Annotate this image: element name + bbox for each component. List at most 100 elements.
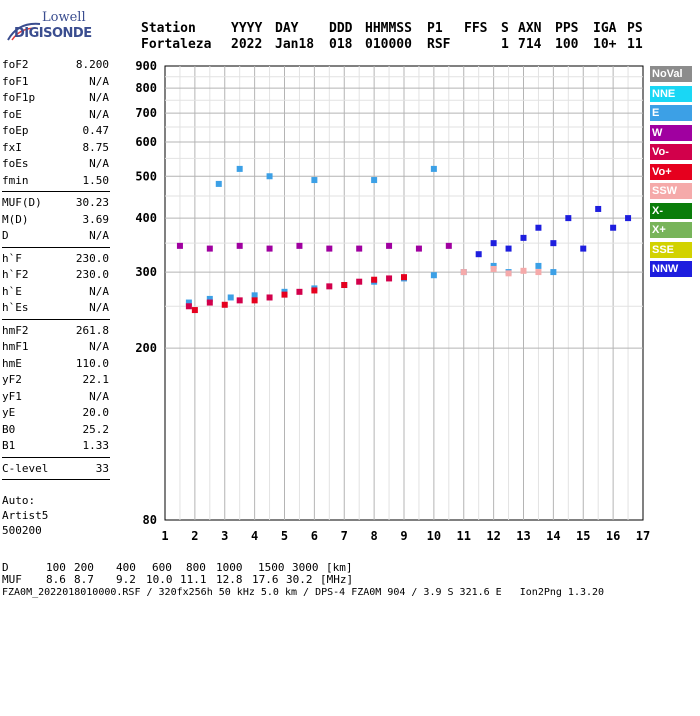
header-label-p1: P1	[427, 21, 443, 36]
x-tick-label: 15	[576, 529, 590, 543]
x-tick-label: 11	[457, 529, 471, 543]
footer-muf-label: MUF	[2, 573, 22, 586]
data-point	[565, 215, 572, 222]
param-value: 8.200	[75, 58, 109, 71]
param-row: M(D) 3.69	[2, 213, 109, 227]
data-point	[266, 245, 273, 252]
param-value: 1.50	[82, 173, 110, 187]
header-value-iga: 10+	[593, 37, 617, 52]
y-tick-label: 700	[135, 106, 157, 120]
header-value-day: Jan18	[275, 37, 315, 52]
x-tick-label: 14	[546, 529, 560, 543]
data-point	[430, 165, 437, 172]
param-name: fxI	[2, 140, 22, 154]
data-point	[326, 283, 333, 290]
legend-item: NNW	[650, 261, 692, 277]
param-row: fmin 1.50	[2, 174, 109, 188]
y-tick-label: 600	[135, 135, 157, 149]
header-values: Fortaleza 2022 Jan18 018 010000 RSF 1 71…	[141, 37, 643, 217]
x-tick-label: 7	[341, 529, 348, 543]
header-value-p1: RSF	[427, 37, 451, 52]
footer-muf-unit: [MHz]	[320, 573, 354, 586]
header-value-ps: 11	[627, 37, 643, 52]
legend-item: X+	[650, 222, 692, 238]
header-label-s: S	[501, 21, 509, 36]
data-point	[625, 215, 632, 222]
y-tick-label: 80	[143, 513, 157, 527]
param-row: foEp 0.47	[2, 124, 109, 138]
param-value: 110.0	[75, 356, 109, 370]
data-point	[386, 275, 393, 282]
param-row: foE N/A	[2, 108, 109, 122]
x-tick-label: 6	[311, 529, 318, 543]
data-point	[401, 274, 407, 281]
param-name: h`F	[2, 251, 22, 265]
param-name: foEp	[2, 124, 29, 137]
param-row: yE 20.0	[2, 406, 109, 420]
param-name: B0	[2, 422, 16, 436]
x-tick-label: 10	[427, 529, 441, 543]
x-tick-label: 4	[251, 529, 258, 543]
data-point	[236, 242, 243, 249]
param-value: 1.33	[82, 439, 110, 452]
param-row: h`Es N/A	[2, 301, 109, 315]
data-point	[206, 295, 213, 302]
header-value-ddd: 018	[329, 37, 353, 52]
footer-d-value: 100	[46, 561, 66, 574]
param-value: 20.0	[82, 406, 110, 419]
data-point	[296, 242, 303, 249]
param-row: hmE 110.0	[2, 357, 109, 371]
param-value: 0.47	[82, 124, 110, 137]
param-row: fxI 8.75	[2, 141, 109, 155]
data-point	[535, 269, 542, 276]
param-name: B1	[2, 439, 16, 452]
data-point	[475, 251, 482, 258]
footer-muf-value: 11.1	[180, 573, 207, 586]
param-name: MUF(D)	[2, 196, 42, 209]
legend-item: NoVal	[650, 66, 692, 82]
header-label-axn: AXN	[518, 21, 542, 36]
x-tick-label: 2	[191, 529, 198, 543]
logo-swoosh-icon	[7, 22, 41, 41]
data-point	[206, 299, 213, 306]
header-label-station: Station	[141, 21, 196, 36]
footer-muf-value: 9.2	[116, 573, 136, 586]
legend-item: X-	[650, 202, 692, 219]
param-name: D	[2, 229, 9, 242]
param-name: fmin	[2, 173, 29, 187]
data-point	[356, 245, 363, 252]
param-row: foF1p N/A	[2, 91, 109, 105]
data-point	[505, 245, 512, 252]
data-point	[550, 269, 557, 276]
autoscaling-info: 500200	[2, 524, 42, 537]
param-name: M(D)	[2, 212, 29, 226]
header-label-ddd: DDD	[329, 21, 353, 36]
header-label-day: DAY	[275, 21, 299, 36]
data-point	[251, 292, 258, 299]
x-tick-label: 5	[281, 529, 288, 543]
logo-line1: Lowell	[42, 10, 86, 25]
x-tick-label: 13	[516, 529, 530, 543]
param-value: 230.0	[75, 268, 109, 281]
param-name: hmE	[2, 356, 22, 370]
param-name: yF1	[2, 389, 22, 403]
data-point	[236, 165, 243, 172]
legend-item: W	[650, 124, 692, 141]
param-row: D N/A	[2, 229, 109, 243]
data-point	[430, 272, 437, 279]
legend-item: NNE	[650, 85, 692, 102]
footer-d-label: D	[2, 561, 9, 574]
param-name: yF2	[2, 373, 22, 386]
x-tick-label: 9	[400, 529, 407, 543]
digisonde-logo: Lowell DIGISONDE	[4, 8, 92, 42]
data-point	[371, 276, 378, 283]
data-point	[191, 307, 198, 314]
data-point	[550, 240, 557, 247]
data-point	[520, 234, 527, 241]
param-separator	[2, 456, 110, 458]
legend-item: Vo+	[650, 163, 692, 180]
param-value: 3.69	[82, 212, 110, 226]
footer-d-value: 400	[116, 561, 136, 574]
param-row: MUF(D) 30.23	[2, 196, 109, 210]
data-point	[266, 173, 273, 180]
